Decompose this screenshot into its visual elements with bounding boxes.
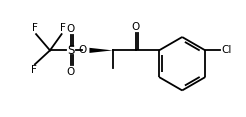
Text: O: O (132, 22, 140, 32)
Polygon shape (90, 48, 113, 53)
Text: O: O (67, 67, 75, 77)
Text: Cl: Cl (222, 45, 232, 55)
Text: F: F (31, 66, 37, 75)
Text: S: S (67, 44, 75, 57)
Text: O: O (79, 45, 87, 55)
Text: F: F (32, 23, 38, 33)
Text: F: F (60, 23, 66, 33)
Text: O: O (67, 24, 75, 34)
